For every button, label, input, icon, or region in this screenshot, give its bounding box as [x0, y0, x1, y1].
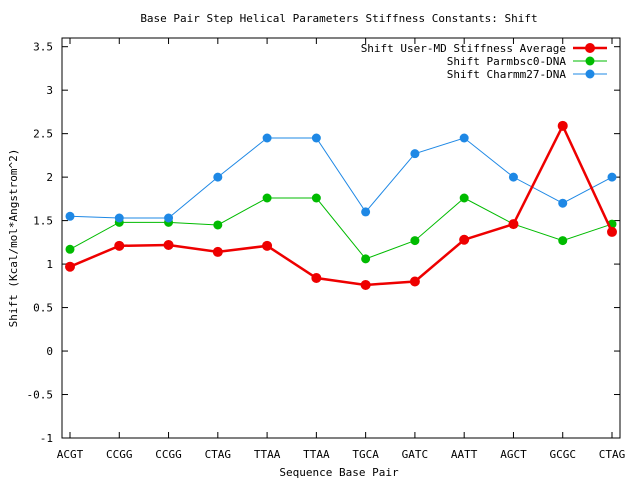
data-point: [361, 254, 371, 264]
data-point: [558, 236, 568, 246]
data-point: [508, 219, 519, 230]
x-tick-label: CCGG: [155, 448, 182, 461]
legend-label: Shift User-MD Stiffness Average: [361, 42, 566, 55]
data-point: [459, 234, 470, 245]
x-tick-label: GATC: [402, 448, 429, 461]
data-point: [607, 172, 617, 182]
data-point: [557, 120, 568, 131]
x-tick-label: CTAG: [205, 448, 232, 461]
x-tick-label: TTAA: [303, 448, 330, 461]
legend-swatch-marker: [585, 56, 595, 66]
x-tick-label: CTAG: [599, 448, 626, 461]
y-axis: -1 -0.5 0 0.5 1 1.5 2 2.5 3 3.5: [27, 41, 620, 445]
legend-swatch-marker: [585, 69, 595, 79]
data-point: [459, 133, 469, 143]
data-point: [262, 133, 272, 143]
data-point: [212, 246, 223, 257]
y-axis-label: Shift (Kcal/mol*Angstrom^2): [7, 149, 20, 328]
legend-label: Shift Charmm27-DNA: [447, 68, 567, 81]
data-point: [114, 213, 124, 223]
data-point: [361, 207, 371, 217]
x-tick-label: TGCA: [352, 448, 379, 461]
data-point: [65, 261, 75, 272]
x-tick-label: GCGC: [549, 448, 576, 461]
plot-frame: [61, 37, 621, 439]
x-axis-label: Sequence Base Pair: [279, 466, 399, 479]
legend-swatch-marker: [585, 43, 595, 53]
y-tick-label: -1: [40, 432, 53, 445]
data-point: [213, 220, 223, 230]
data-point: [114, 240, 125, 251]
y-tick-label: 1: [46, 258, 53, 271]
data-point: [508, 172, 518, 182]
data-point: [262, 193, 272, 203]
series-line-0: [69, 122, 614, 287]
data-point: [262, 240, 273, 251]
data-point: [163, 239, 174, 250]
data-point: [311, 193, 321, 203]
y-tick-label: 0.5: [33, 302, 53, 315]
x-tick-label: CCGG: [106, 448, 133, 461]
chart-title: Base Pair Step Helical Parameters Stiffn…: [140, 12, 537, 25]
series-line-1: [69, 197, 613, 260]
data-point: [410, 149, 420, 159]
data-point: [311, 273, 322, 283]
y-tick-label: 1.5: [33, 215, 53, 228]
y-tick-label: 2: [46, 171, 53, 184]
data-point: [213, 172, 223, 182]
series-line-2: [69, 137, 613, 219]
series-layer: [65, 120, 617, 290]
data-point: [65, 211, 75, 221]
data-point: [409, 276, 420, 287]
data-point: [65, 244, 75, 254]
data-point: [558, 198, 568, 208]
x-tick-label: AATT: [451, 448, 478, 461]
y-tick-label: -0.5: [27, 389, 54, 402]
data-point: [164, 213, 174, 223]
y-tick-label: 3: [46, 84, 53, 97]
x-axis: ACGT CCGG CCGG CTAG TTAA TTAA TGCA GATC AATT AGCT…: [57, 38, 626, 461]
data-point: [607, 226, 617, 237]
data-point: [311, 133, 321, 143]
legend-label: Shift Parmbsc0-DNA: [447, 55, 567, 68]
x-tick-label: ACGT: [57, 448, 84, 461]
y-tick-label: 2.5: [33, 128, 53, 141]
y-tick-label: 0: [46, 345, 53, 358]
data-point: [360, 279, 371, 290]
x-tick-label: AGCT: [500, 448, 527, 461]
x-tick-label: TTAA: [254, 448, 281, 461]
y-tick-label: 3.5: [33, 41, 53, 54]
data-point: [410, 236, 420, 246]
data-point: [459, 193, 469, 203]
